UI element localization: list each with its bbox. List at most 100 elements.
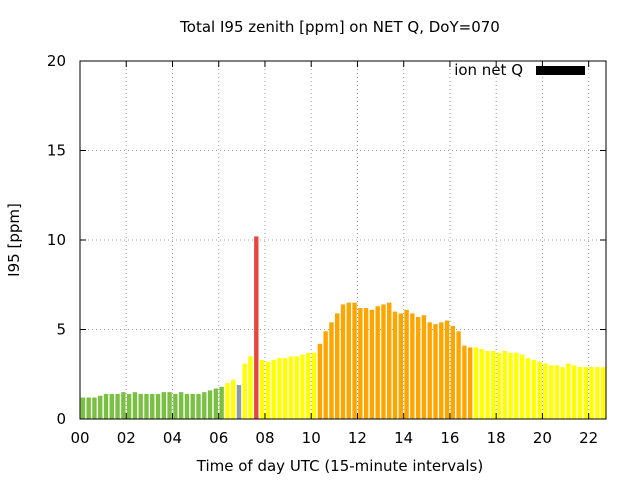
x-tick-label: 12 <box>348 429 367 447</box>
bar <box>242 363 247 419</box>
x-tick-label: 04 <box>163 429 182 447</box>
bar <box>202 392 207 419</box>
bar <box>346 302 351 419</box>
bar <box>196 393 201 419</box>
bar <box>306 352 311 419</box>
bar <box>560 367 565 419</box>
bar <box>519 354 525 419</box>
bar <box>259 359 265 419</box>
bar <box>595 367 600 419</box>
bar <box>115 393 120 419</box>
bar <box>508 352 513 419</box>
bar <box>138 393 143 419</box>
bar <box>254 236 259 419</box>
bar <box>363 308 369 419</box>
bar <box>335 313 340 419</box>
bar <box>444 320 450 419</box>
bar <box>103 393 109 419</box>
bar <box>161 392 167 419</box>
x-tick-label: 14 <box>394 429 413 447</box>
y-tick-label: 20 <box>47 52 66 70</box>
bar <box>329 322 334 419</box>
axis-ticks <box>79 60 606 420</box>
tick-labels: 0 5 10 15 20 00 02 04 06 08 10 12 14 16 18 20 22 <box>47 52 598 447</box>
x-tick-label: 22 <box>579 429 598 447</box>
bar <box>178 392 184 419</box>
bar <box>439 322 444 419</box>
bar <box>167 392 172 419</box>
bar <box>109 393 114 419</box>
y-tick-label: 15 <box>47 142 66 160</box>
bar <box>225 383 230 419</box>
x-tick-label: 02 <box>117 429 136 447</box>
bar <box>427 322 432 419</box>
bar <box>537 361 542 419</box>
bar <box>311 352 317 419</box>
bar <box>126 393 132 419</box>
bar <box>392 311 398 419</box>
bar <box>387 302 392 419</box>
y-axis-label: I95 [ppm] <box>5 203 23 277</box>
bar <box>525 358 531 419</box>
x-tick-label: 06 <box>209 429 228 447</box>
bar <box>485 350 490 419</box>
x-tick-label: 00 <box>70 429 89 447</box>
bar <box>294 356 299 419</box>
bar <box>230 379 236 419</box>
bar <box>155 393 161 419</box>
bar <box>473 347 479 419</box>
x-tick-label: 18 <box>487 429 506 447</box>
bar <box>577 367 583 419</box>
bar <box>543 363 548 419</box>
bar <box>421 315 427 419</box>
bar <box>398 313 403 419</box>
bar <box>173 393 178 419</box>
y-tick-label: 5 <box>56 321 66 339</box>
y-tick-label: 0 <box>56 410 66 428</box>
bar <box>410 313 415 419</box>
legend-label: ion net Q <box>454 61 523 79</box>
bar <box>80 397 86 419</box>
bar <box>566 363 571 419</box>
bar <box>271 359 276 419</box>
bar <box>340 304 346 419</box>
bar <box>150 393 155 419</box>
bar <box>583 367 588 419</box>
bar <box>375 306 380 419</box>
bar <box>300 354 305 419</box>
bar <box>288 356 294 419</box>
bar <box>381 304 386 419</box>
x-axis-label: Time of day UTC (15-minute intervals) <box>196 457 483 475</box>
x-tick-label: 20 <box>533 429 552 447</box>
bar <box>265 361 271 419</box>
bar <box>323 331 328 419</box>
x-tick-label: 08 <box>255 429 274 447</box>
bar <box>86 397 91 419</box>
bar <box>277 358 282 419</box>
bar <box>358 308 363 419</box>
bar <box>456 331 461 419</box>
bar <box>496 352 502 419</box>
bar <box>514 352 519 419</box>
legend-swatch <box>536 66 585 75</box>
bar <box>121 392 126 419</box>
bar <box>415 316 421 419</box>
bar <box>589 367 594 419</box>
bar <box>144 393 149 419</box>
bar <box>190 393 195 419</box>
bar <box>462 345 467 419</box>
y-tick-label: 10 <box>47 231 66 249</box>
bar <box>219 386 224 419</box>
bar <box>248 356 253 419</box>
chart-title: Total I95 zenith [ppm] on NET Q, DoY=070 <box>179 18 500 36</box>
bar <box>352 302 357 419</box>
bar <box>491 350 496 419</box>
bar <box>548 365 554 419</box>
bar <box>207 390 213 419</box>
bar <box>92 397 97 419</box>
bar <box>572 365 577 419</box>
bar <box>600 367 606 419</box>
bar <box>283 358 288 419</box>
